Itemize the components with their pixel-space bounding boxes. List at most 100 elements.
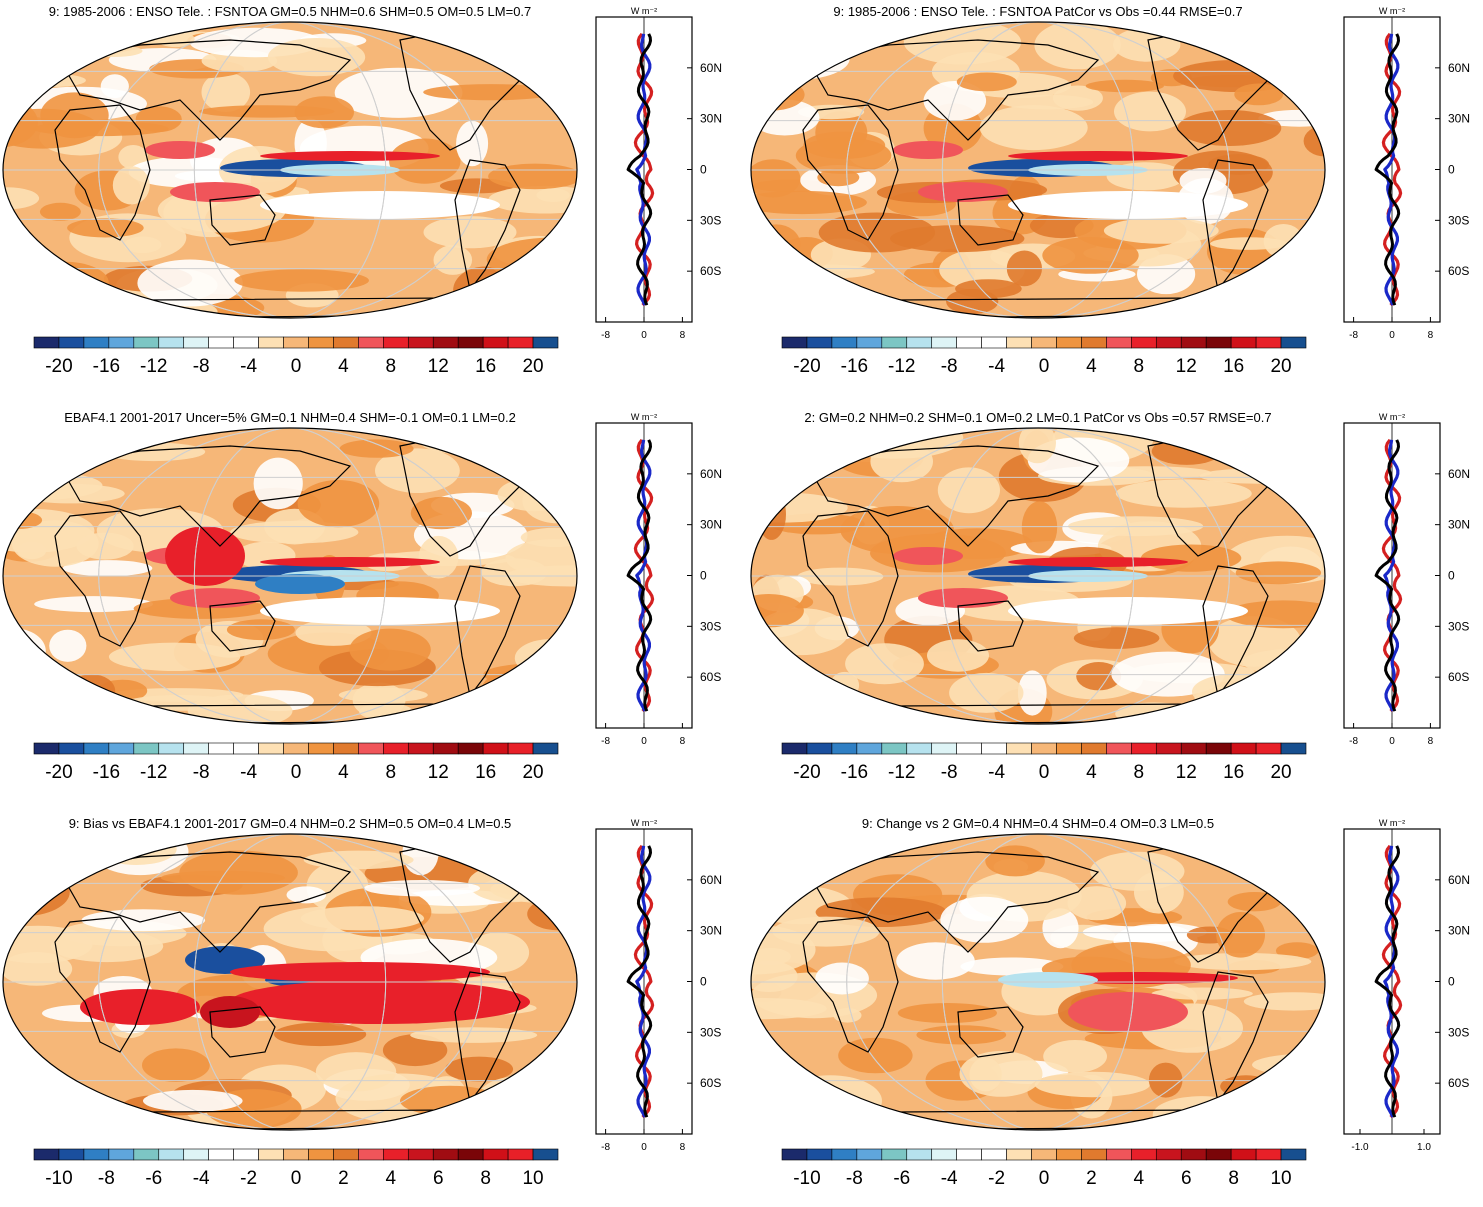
map-field-patch xyxy=(1208,616,1301,667)
zonal-lat-label: 0 xyxy=(1448,569,1455,583)
colorbar-label: -8 xyxy=(941,762,958,783)
colorbar-swatch xyxy=(806,1148,833,1161)
zonal-x-label: 8 xyxy=(1428,330,1434,341)
colorbar-swatch xyxy=(532,742,559,755)
colorbar-label: -20 xyxy=(45,356,72,377)
colorbar-label: 12 xyxy=(1176,356,1197,377)
continent-outline xyxy=(454,159,521,292)
colorbar-swatch xyxy=(931,742,957,755)
map-field-patch xyxy=(1177,110,1282,146)
colorbar-swatch xyxy=(407,742,434,755)
zonal-lat-label: 60S xyxy=(700,264,721,278)
map-field-patch xyxy=(959,1051,1043,1097)
map-field-patch xyxy=(1021,501,1058,554)
map-field-patch xyxy=(802,1121,916,1130)
zonal-x-label: 0 xyxy=(1389,736,1395,747)
panel-title: 9: 1985-2006 : ENSO Tele. : FSNTOA GM=0.… xyxy=(48,4,532,19)
map-field-patch xyxy=(937,467,1000,514)
colorbar-swatch xyxy=(383,336,409,349)
continent-outline xyxy=(209,600,276,652)
continent-outline xyxy=(957,1006,1024,1058)
colorbar-label: -20 xyxy=(793,356,820,377)
colorbar-label: 2 xyxy=(338,1168,349,1189)
map-field-patch xyxy=(1151,987,1253,1000)
longitude-gridline xyxy=(846,428,1230,724)
colorbar-label: -4 xyxy=(941,1168,958,1189)
colorbar-label: -8 xyxy=(941,356,958,377)
map-field-patch xyxy=(100,74,129,99)
longitude-gridline xyxy=(846,22,1230,318)
map-field-patch xyxy=(488,163,577,190)
colorbar-label: 12 xyxy=(428,762,449,783)
map-field-patch xyxy=(334,67,463,118)
map-field-patch xyxy=(315,1052,397,1092)
longitude-gridline xyxy=(941,834,1135,1130)
colorbar-swatch xyxy=(83,1148,110,1161)
colorbar-swatch xyxy=(482,336,509,349)
zonal-lat-label: 60N xyxy=(1448,873,1470,887)
map-field-patch xyxy=(956,72,1017,92)
continent-outline xyxy=(59,851,352,953)
map-feature xyxy=(230,980,530,1024)
colorbar-label: -16 xyxy=(841,356,868,377)
colorbar-swatch xyxy=(532,1148,559,1161)
map-field-patch xyxy=(418,535,459,579)
map-field-patch xyxy=(389,138,461,184)
colorbar-swatch xyxy=(981,742,1007,755)
zonal-x-label: 0 xyxy=(641,736,647,747)
colorbar-label: 0 xyxy=(291,1168,302,1189)
colorbar-swatch xyxy=(1131,336,1157,349)
colorbar-label: -8 xyxy=(846,1168,863,1189)
colorbar-label: 16 xyxy=(475,762,496,783)
continent-outline xyxy=(802,916,899,1053)
map-field-patch xyxy=(300,906,425,931)
map-field-patch xyxy=(410,1027,538,1043)
map-field-patch xyxy=(364,880,480,897)
map-field-patch xyxy=(1192,673,1280,710)
map-border xyxy=(2,21,578,319)
colorbar-label: 8 xyxy=(386,356,397,377)
map-field-patch xyxy=(813,1104,905,1130)
map-field-patch xyxy=(474,695,536,724)
colorbar-swatch xyxy=(1081,1148,1107,1161)
map-panel-6: 9: Change vs 2 GM=0.4 NHM=0.4 SHM=0.4 OM… xyxy=(748,812,1483,1207)
map-border xyxy=(2,427,578,725)
map-field-patch xyxy=(123,236,162,254)
map-field-patch xyxy=(445,1056,514,1082)
colorbar-label: 4 xyxy=(386,1168,397,1189)
map-feature xyxy=(893,547,963,565)
zonal-profile-line xyxy=(1374,439,1401,712)
colorbar-label: -12 xyxy=(888,356,915,377)
map-border xyxy=(2,833,578,1131)
map-field-patch xyxy=(62,560,153,577)
colorbar-swatch xyxy=(856,1148,883,1161)
zonal-lat-label: 60N xyxy=(700,873,722,887)
map-field-patch xyxy=(815,962,869,995)
zonal-x-label: 8 xyxy=(680,330,686,341)
zonal-profile-line xyxy=(1383,845,1400,1118)
colorbar-label: -12 xyxy=(140,356,167,377)
colorbar-swatch xyxy=(881,336,908,349)
colorbar-swatch xyxy=(1106,1148,1132,1161)
continent-outline xyxy=(209,194,276,246)
longitude-gridline xyxy=(193,834,387,1130)
map-panel-5: 9: Bias vs EBAF4.1 2001-2017 GM=0.4 NHM=… xyxy=(0,812,740,1207)
zonal-x-label: -8 xyxy=(1349,330,1358,341)
panel-graphics: -20 -16 -12 -8 -4 0 4 8 12 16 20 60N 30N 0 30S 60S -8 0 8 W… xyxy=(2,412,722,783)
map-field-patch xyxy=(818,212,936,253)
zonal-unit-label: W m⁻² xyxy=(631,818,657,828)
colorbar-swatch xyxy=(258,336,284,349)
panel-graphics: -10 -8 -6 -4 -2 0 2 4 6 8 10 60N 30N 0 30S 60S -1.0 1.0 W … xyxy=(750,818,1470,1189)
map-field-patch xyxy=(142,1048,210,1082)
colorbar-swatch xyxy=(1006,742,1032,755)
colorbar-swatch xyxy=(158,336,185,349)
map-field-patch xyxy=(520,527,577,548)
colorbar-label: -4 xyxy=(240,762,257,783)
colorbar-swatch xyxy=(133,336,160,349)
map-field-patch xyxy=(3,834,90,883)
colorbar-swatch xyxy=(956,336,982,349)
longitude-gridline xyxy=(193,22,387,318)
map-field-patch xyxy=(18,261,109,304)
colorbar-swatch xyxy=(457,336,484,349)
map-field-patch xyxy=(896,942,975,980)
